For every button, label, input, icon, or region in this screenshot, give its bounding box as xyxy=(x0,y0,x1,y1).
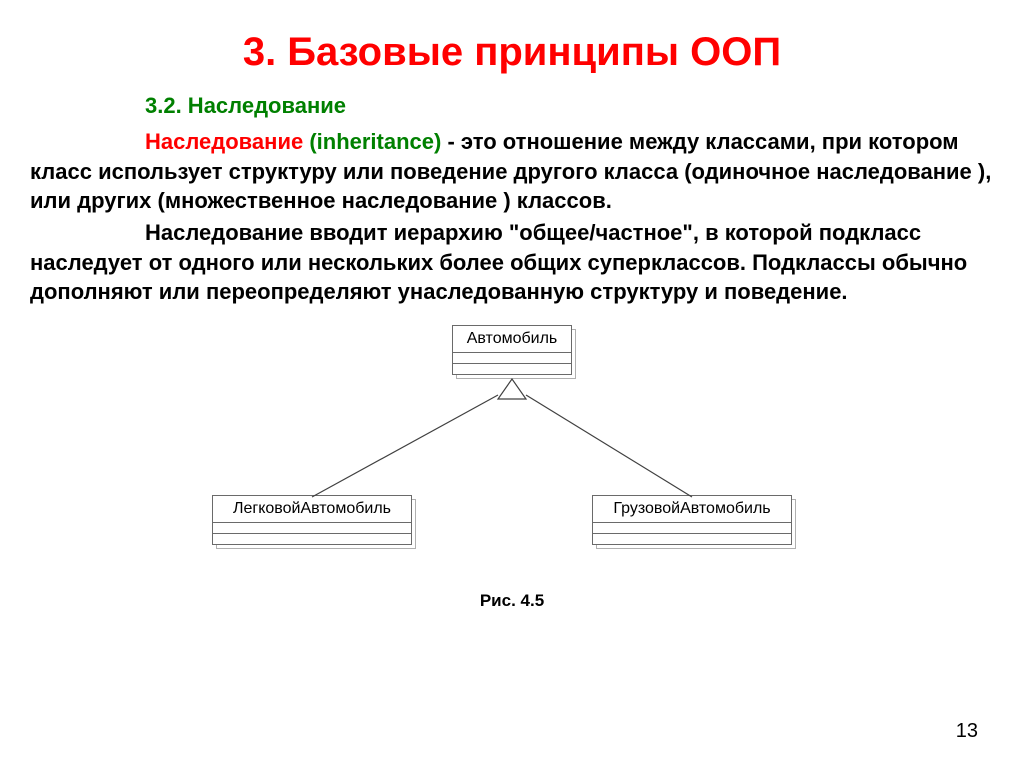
edge-child1-parent xyxy=(312,395,498,497)
term-inheritance-en: (inheritance) xyxy=(309,129,441,154)
uml-section xyxy=(453,364,571,374)
uml-node-parent-label: Автомобиль xyxy=(453,326,571,353)
uml-section xyxy=(453,353,571,364)
uml-inheritance-diagram: Автомобиль ЛегковойАвтомобиль ГрузовойАв… xyxy=(162,325,862,585)
uml-node-child2: ГрузовойАвтомобиль xyxy=(592,495,792,545)
figure-caption: Рис. 4.5 xyxy=(30,591,994,611)
uml-section xyxy=(213,534,411,544)
paragraph-1: Наследование (inheritance) - это отношен… xyxy=(30,127,994,216)
edge-child2-parent xyxy=(526,395,692,497)
slide-subtitle: 3.2. Наследование xyxy=(145,93,994,119)
uml-node-child1: ЛегковойАвтомобиль xyxy=(212,495,412,545)
uml-section xyxy=(593,534,791,544)
paragraph-2-text: Наследование вводит иерархию "общее/част… xyxy=(30,220,967,304)
uml-section xyxy=(593,523,791,534)
uml-node-parent: Автомобиль xyxy=(452,325,572,375)
uml-node-child2-label: ГрузовойАвтомобиль xyxy=(593,496,791,523)
term-inheritance-ru: Наследование xyxy=(145,129,309,154)
uml-section xyxy=(213,523,411,534)
paragraph-2: Наследование вводит иерархию "общее/част… xyxy=(30,218,994,307)
generalization-arrowhead xyxy=(498,379,526,399)
uml-node-child1-label: ЛегковойАвтомобиль xyxy=(213,496,411,523)
page-number: 13 xyxy=(956,720,978,743)
slide-title: 3. Базовые принципы ООП xyxy=(30,30,994,75)
